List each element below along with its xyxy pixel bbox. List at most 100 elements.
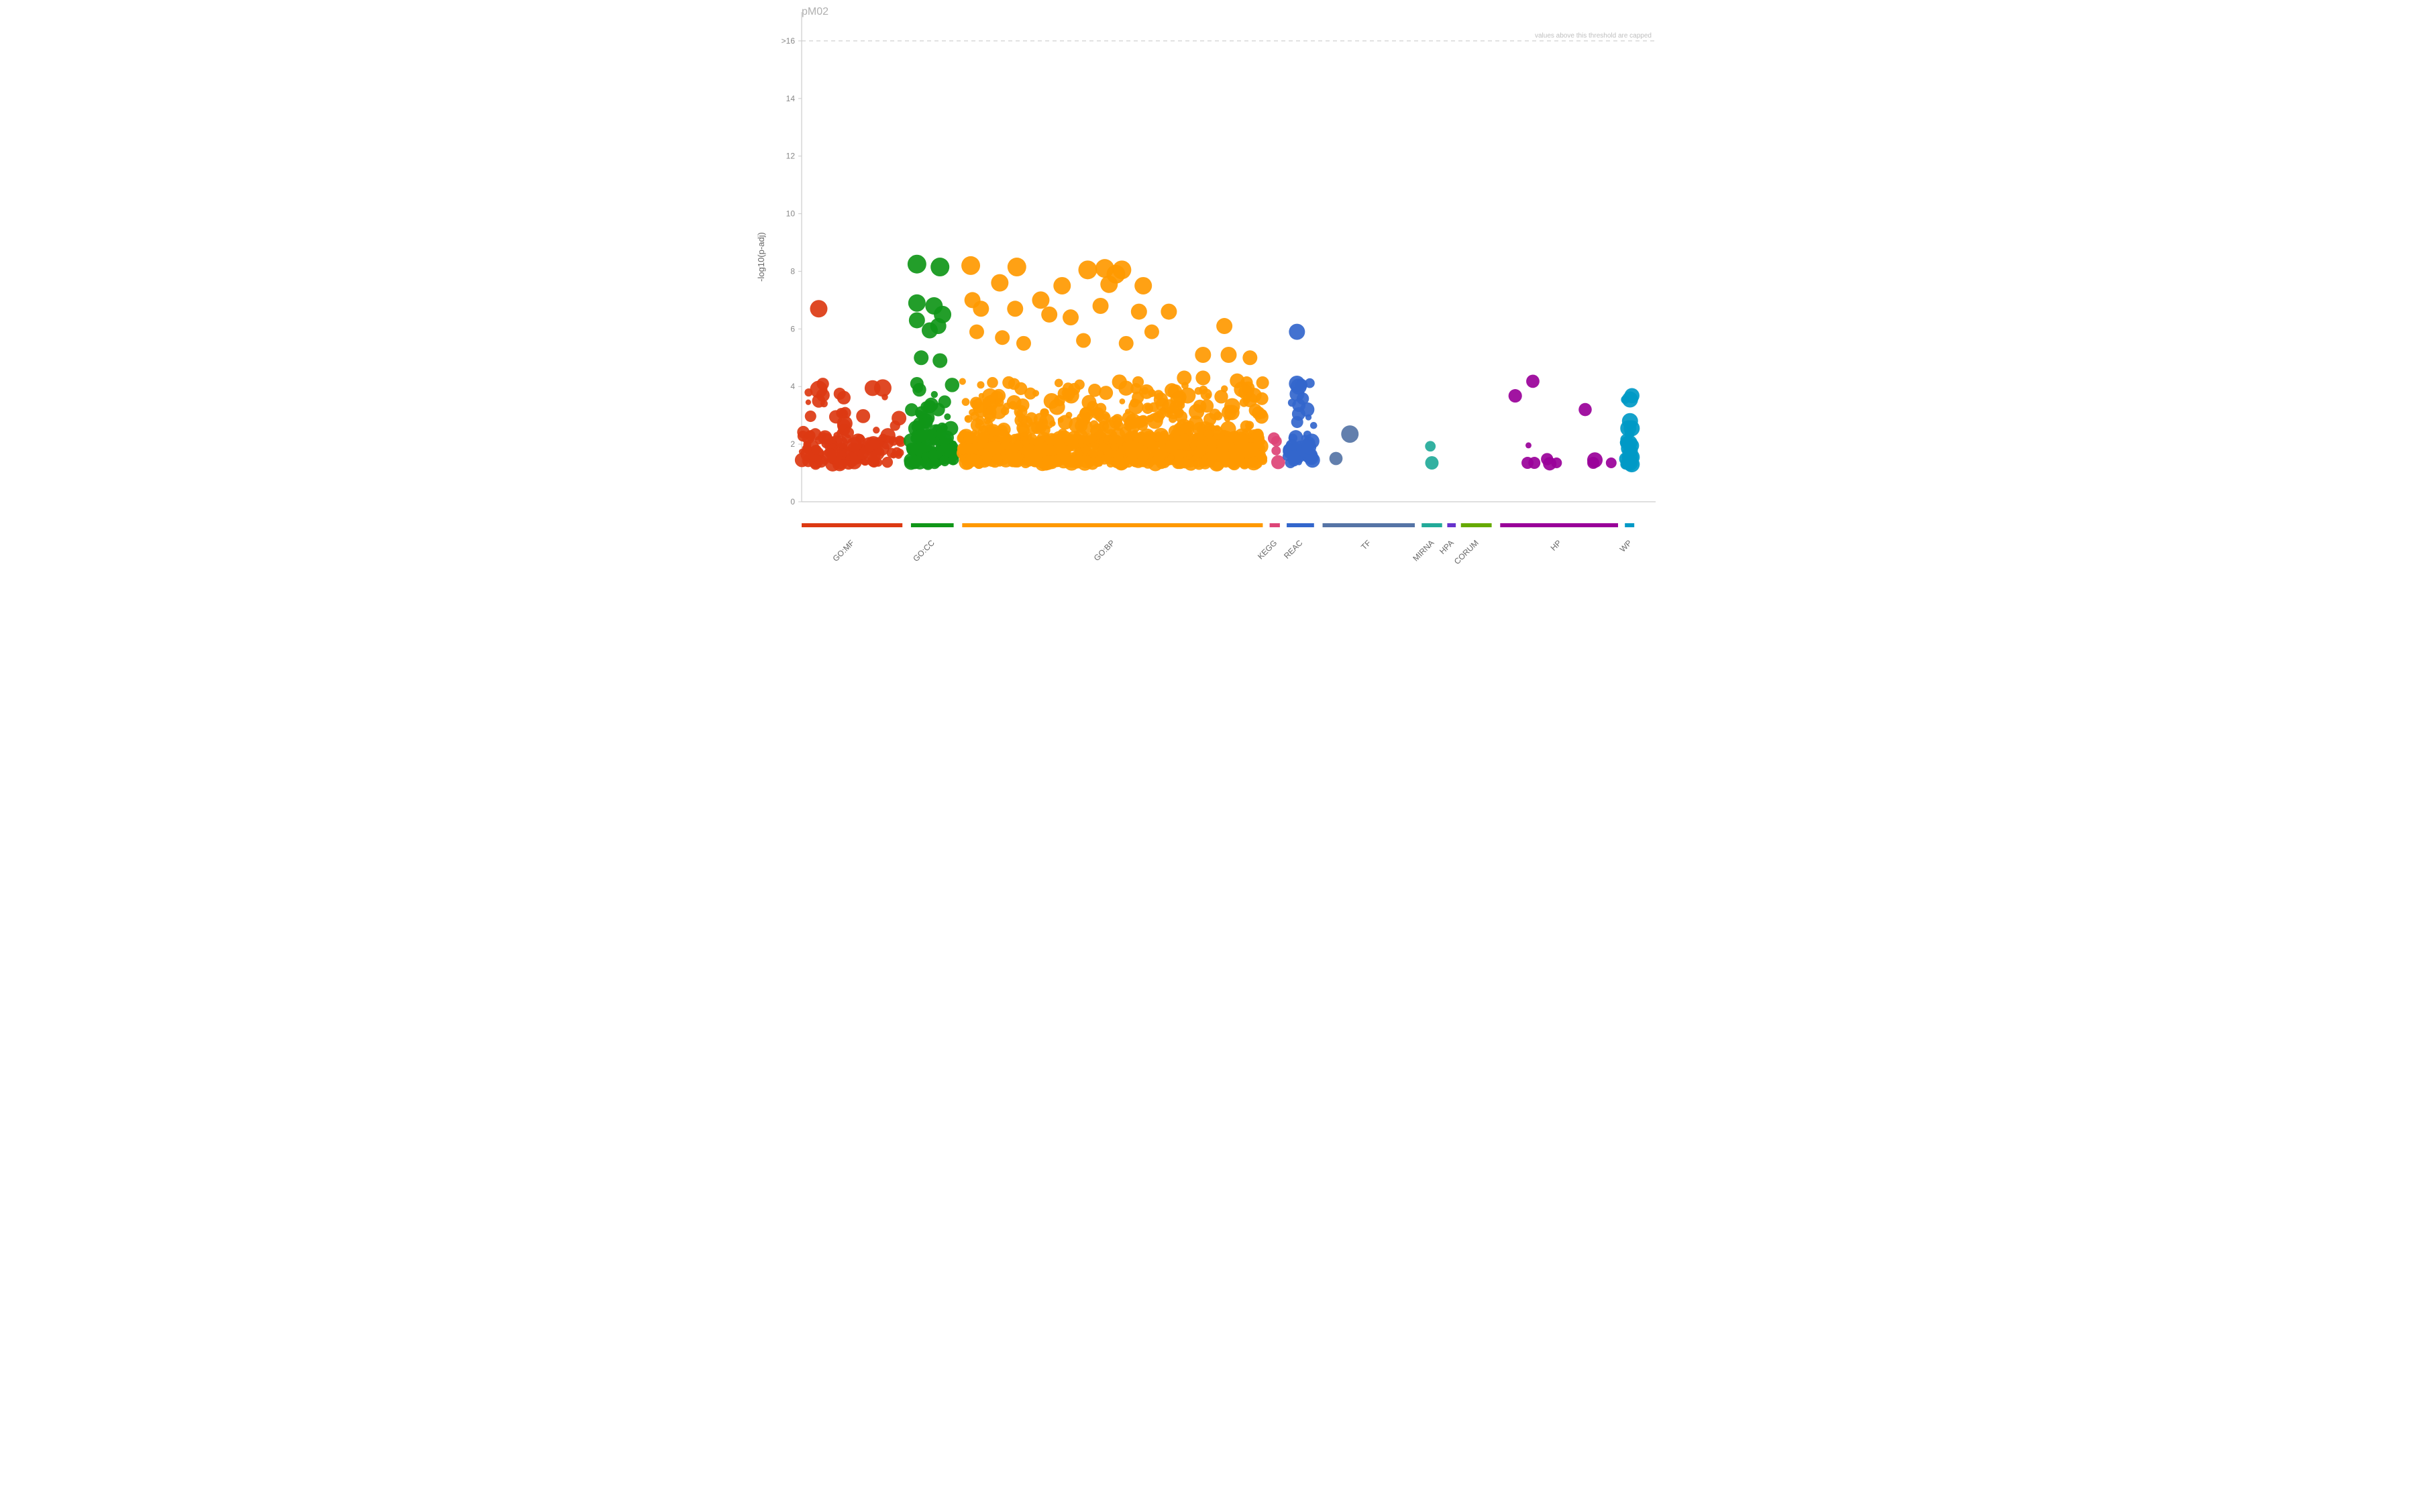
data-point: [1142, 436, 1154, 448]
data-point: [991, 274, 1008, 292]
data-point: [944, 413, 951, 420]
data-point: [1177, 370, 1191, 385]
data-point: [1228, 459, 1236, 467]
ytick-label: 8: [790, 266, 795, 276]
data-point: [913, 417, 926, 431]
data-point: [916, 430, 928, 442]
data-point: [1042, 409, 1049, 415]
data-point: [1076, 333, 1091, 348]
data-point: [1112, 260, 1131, 279]
category-bar: [1287, 523, 1314, 527]
data-point: [1010, 453, 1023, 466]
data-point: [1122, 441, 1136, 455]
data-point: [969, 325, 984, 339]
data-point: [1112, 414, 1123, 425]
ytick-label: 4: [790, 382, 795, 391]
category-bar: [1323, 523, 1415, 527]
data-point: [909, 312, 925, 328]
data-point: [805, 430, 816, 441]
data-point: [1040, 455, 1055, 470]
data-point: [1134, 277, 1152, 294]
data-point: [1056, 445, 1071, 460]
data-point: [995, 398, 1004, 407]
data-point: [1195, 347, 1211, 363]
data-point: [1126, 419, 1140, 434]
data-point: [822, 448, 837, 462]
data-point: [1291, 378, 1307, 394]
data-point: [1174, 409, 1183, 418]
data-point: [1551, 457, 1562, 468]
data-point: [1242, 350, 1257, 365]
data-point: [1139, 384, 1154, 399]
data-point: [1078, 420, 1093, 435]
category-label: MIRNA: [1411, 538, 1436, 563]
ytick-label: 12: [786, 152, 796, 161]
data-point: [910, 377, 924, 390]
data-point: [1027, 422, 1039, 434]
data-point: [1157, 440, 1165, 448]
data-point: [1620, 421, 1636, 437]
data-point: [1255, 410, 1269, 423]
ytick-label: 10: [786, 209, 796, 219]
data-point: [1014, 441, 1023, 450]
data-point: [1077, 455, 1093, 471]
data-point: [861, 459, 868, 466]
data-point: [839, 442, 845, 449]
chart-svg: pM0202468101214>16values above this thre…: [738, 0, 1677, 590]
data-point: [1008, 378, 1020, 390]
data-point: [1509, 389, 1522, 402]
data-point: [914, 350, 928, 365]
data-point: [1216, 439, 1227, 450]
data-point: [1049, 421, 1055, 427]
data-point: [1058, 417, 1064, 423]
data-point: [981, 451, 992, 462]
category-bar: [911, 523, 954, 527]
ytick-label: 6: [790, 324, 795, 333]
data-point: [1119, 336, 1134, 351]
data-point: [1024, 449, 1036, 460]
category-bar: [962, 523, 1263, 527]
data-point: [856, 409, 870, 423]
data-point: [1154, 392, 1168, 407]
data-point: [1111, 443, 1119, 451]
data-point: [1247, 388, 1262, 402]
data-point: [1425, 456, 1438, 470]
data-point: [930, 258, 949, 276]
category-label: GO:BP: [1092, 538, 1117, 563]
data-point: [847, 437, 862, 452]
data-point: [1186, 453, 1192, 460]
data-point: [1271, 436, 1282, 447]
category-label: TF: [1359, 538, 1373, 551]
data-point: [945, 378, 960, 392]
data-point: [908, 294, 926, 312]
data-point: [1144, 325, 1159, 339]
data-point: [1330, 452, 1343, 466]
data-point: [812, 445, 822, 455]
data-point: [987, 377, 998, 388]
data-point: [1032, 390, 1039, 396]
data-point: [1224, 415, 1231, 422]
data-point: [979, 393, 985, 399]
data-point: [847, 460, 852, 466]
data-point: [1221, 347, 1237, 363]
category-bar: [1461, 523, 1492, 527]
data-point: [1120, 398, 1126, 404]
data-point: [1032, 291, 1049, 309]
data-point: [1199, 386, 1208, 394]
data-point: [869, 439, 879, 449]
data-point: [1216, 449, 1230, 464]
data-point: [1246, 423, 1252, 430]
data-point: [1587, 457, 1599, 469]
data-point: [1195, 370, 1210, 385]
data-point: [882, 457, 893, 468]
data-point: [1147, 413, 1163, 429]
data-point: [822, 433, 833, 444]
data-point: [1114, 424, 1120, 429]
data-point: [928, 434, 936, 441]
y-axis-label: -log10(p-adj): [756, 232, 766, 282]
data-point: [931, 391, 938, 398]
data-point: [1526, 374, 1540, 388]
data-point: [992, 454, 1003, 465]
data-point: [932, 403, 945, 417]
data-point: [1292, 407, 1305, 421]
